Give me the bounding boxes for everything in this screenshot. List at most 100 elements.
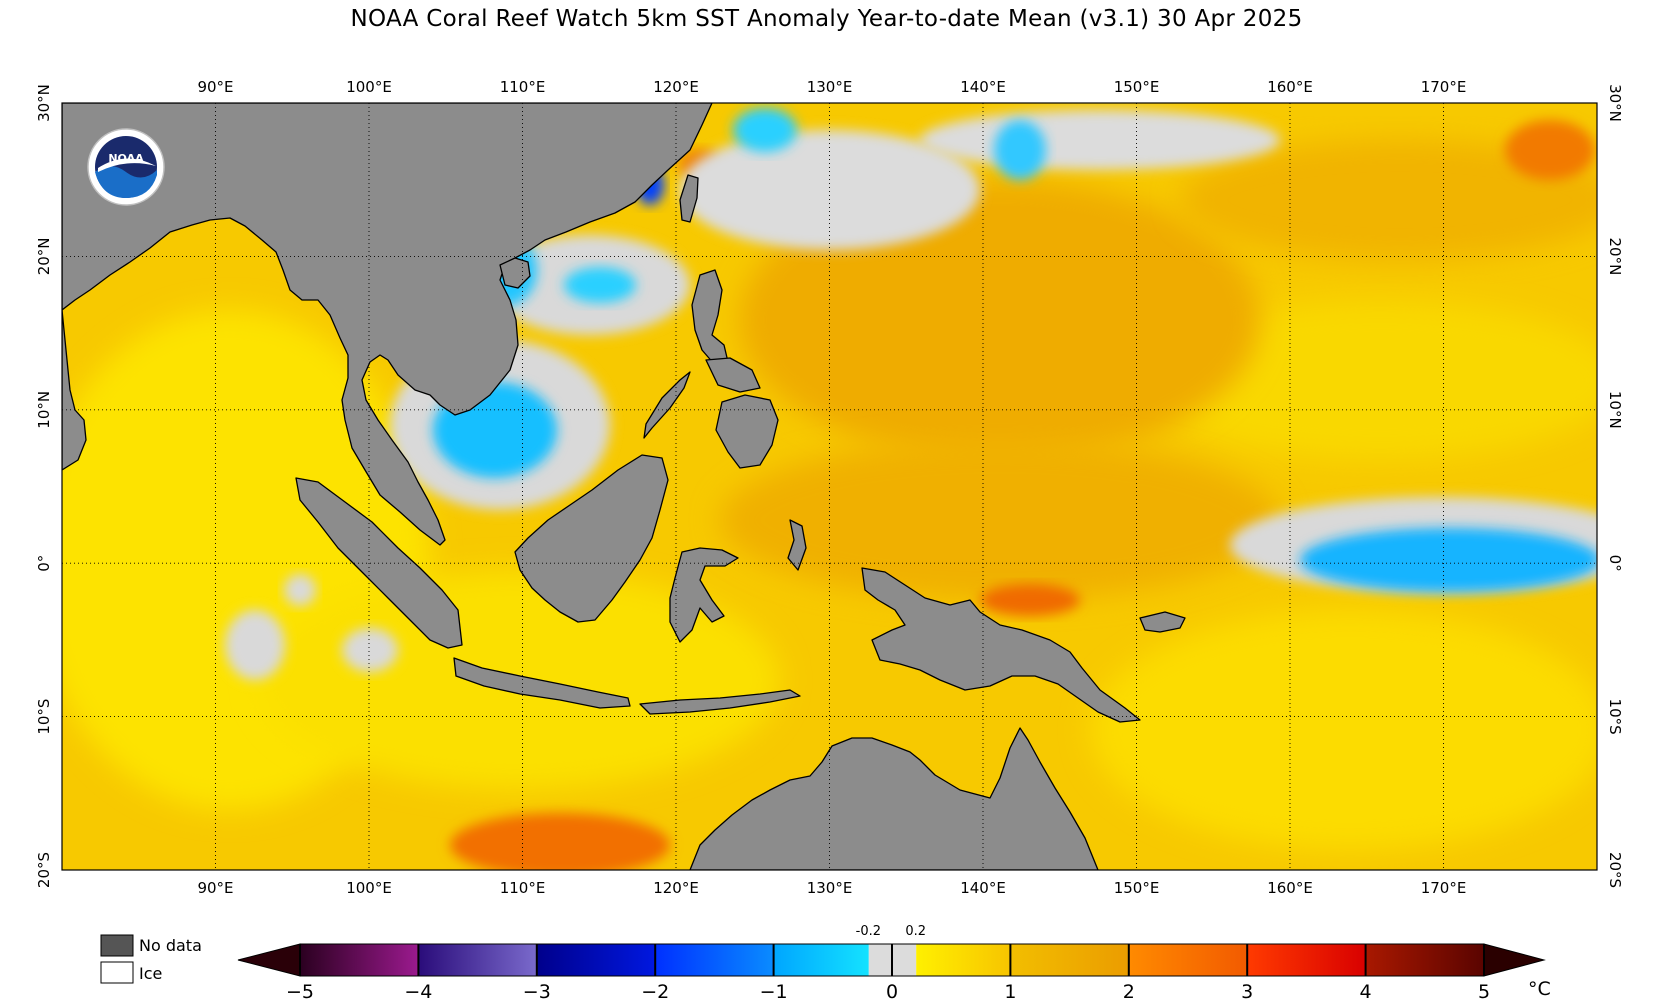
anomaly-blobs [62,108,1597,870]
land-taiwan [679,174,699,223]
gold-region-equatorial [720,440,1280,600]
lat-label-left--10: 10°S [35,699,53,735]
colorbar-band-minus5-minus4 [300,944,419,976]
lon-label-top-120: 120°E [653,78,699,96]
colorbar-tick-label-3: 3 [1241,981,1253,1003]
lon-label-top-160: 160°E [1267,78,1313,96]
lon-labels-bottom: 90°E 100°E 110°E 120°E 130°E 140°E 150°E 160°E 1… [197,879,1466,897]
lat-label-right-0: 0° [1606,555,1624,572]
map-title: NOAA Coral Reef Watch 5km SST Anomaly Ye… [350,6,1303,32]
lon-label-top-90: 90°E [197,78,233,96]
land-philippines-luzon [691,269,729,366]
colorbar-band-minus1-minus02 [774,944,869,976]
lat-label-right--10: 10°S [1606,699,1624,735]
gold-region-north [1180,140,1597,260]
colorbar-ticks [299,944,1485,976]
ice-swatch [100,961,134,984]
land-java [453,657,631,709]
ice-label: Ice [139,964,162,983]
land-borneo [514,454,669,623]
no-data-swatch [100,934,134,957]
colorbar-tick-label--2: −2 [641,981,669,1003]
colorbar-tick-label-4: 4 [1360,981,1372,1003]
lat-label-right-10: 10°N [1606,391,1624,429]
colorbar-band-4-5 [1366,944,1484,976]
lon-label-bottom-120: 120°E [653,879,699,897]
land-lesser-sunda [639,689,801,715]
cool-anomaly-north-pacific [994,120,1046,180]
lon-label-bottom-140: 140°E [960,879,1006,897]
hotspot-south-indian-ocean [450,813,670,870]
lon-label-top-100: 100°E [346,78,392,96]
colorbar-tick-label--1: −1 [760,981,788,1003]
yellow-region-southwest-pacific [1090,610,1597,850]
lat-label-left--20: 20°S [35,852,53,888]
lon-label-bottom-170: 170°E [1421,879,1467,897]
colorbar-tick-label--5: −5 [286,981,314,1003]
no-data-label: No data [139,936,202,955]
lon-label-bottom-130: 130°E [807,879,853,897]
lon-label-top-170: 170°E [1421,78,1467,96]
hotspot-new-guinea [980,584,1080,616]
colorbar-tick-labels: −5 −4 −3 −2 −1 0 1 2 3 4 5 [286,981,1490,1003]
lon-label-bottom-110: 110°E [500,879,546,897]
lon-label-top-130: 130°E [807,78,853,96]
lon-label-bottom-160: 160°E [1267,879,1313,897]
land-halmahera [787,519,807,571]
lon-label-top-110: 110°E [500,78,546,96]
logo-text: NOAA [108,152,144,165]
land-hainan [499,257,531,289]
noaa-logo: NOAA [87,128,165,206]
lon-label-bottom-100: 100°E [346,879,392,897]
colorbar-tick-label-0: 0 [886,981,898,1003]
colorbar-band-2-3 [1129,944,1248,976]
map-frame [61,102,1598,871]
hotspot-northeast [1505,120,1595,180]
colorbar-threshold-label-1: 0.2 [905,924,926,939]
logo-bird [98,158,156,172]
legend-key: No data Ice [100,934,202,984]
lon-label-top-150: 150°E [1114,78,1160,96]
cool-anomaly-equatorial-pacific [1300,528,1597,592]
land-sulawesi [669,547,739,643]
colorbar-band-02-1 [916,944,1011,976]
neutral-region-north [920,110,1280,170]
colorbar-tick-label--4: −4 [404,981,432,1003]
neutral-patch-indian-3 [284,574,316,606]
colorbar-threshold-label-0: -0.2 [856,924,881,939]
lat-label-left-10: 10°N [35,391,53,429]
lon-label-top-140: 140°E [960,78,1006,96]
colorbar-band-minus4-minus3 [418,944,537,976]
colorbar-unit: °C [1528,978,1551,1000]
lat-label-left-0: 0° [35,555,53,572]
colorbar-threshold-labels: -0.2 0.2 [856,924,926,939]
colorbar-band-3-4 [1248,944,1367,976]
cool-anomaly-sc-sea-north [564,267,636,303]
colorbar-tick-label-2: 2 [1123,981,1135,1003]
colorbar-tick-label--3: −3 [523,981,551,1003]
land-asia-mainland [62,103,713,546]
colorbar-under-arrow [237,943,301,977]
colorbar-tick-label-5: 5 [1478,981,1490,1003]
lon-label-bottom-150: 150°E [1114,879,1160,897]
gold-region-philippine-sea [740,180,1260,460]
lon-label-bottom-90: 90°E [197,879,233,897]
lat-labels-left: 30°N 20°N 10°N 0° 10°S 20°S [35,84,53,888]
land-new-britain [1139,611,1186,633]
colorbar-over-arrow [1483,943,1546,977]
neutral-patch-indian-2 [342,628,398,672]
land-new-guinea [861,567,1141,723]
lat-label-right--20: 20°S [1606,852,1624,888]
land-palawan [643,371,691,439]
lat-labels-right: 30°N 20°N 10°N 0° 10°S 20°S [1606,84,1624,888]
neutral-region-east-china [680,130,980,250]
colorbar-band-minus2-minus1 [655,944,774,976]
lat-label-right-30: 30°N [1606,84,1624,122]
cool-anomaly-east-china-sea [733,108,797,152]
logo-wave [95,166,157,198]
lat-label-left-20: 20°N [35,237,53,275]
land-australia [689,727,1099,870]
colorbar-tick-label-1: 1 [1004,981,1016,1003]
lat-label-right-20: 20°N [1606,237,1624,275]
